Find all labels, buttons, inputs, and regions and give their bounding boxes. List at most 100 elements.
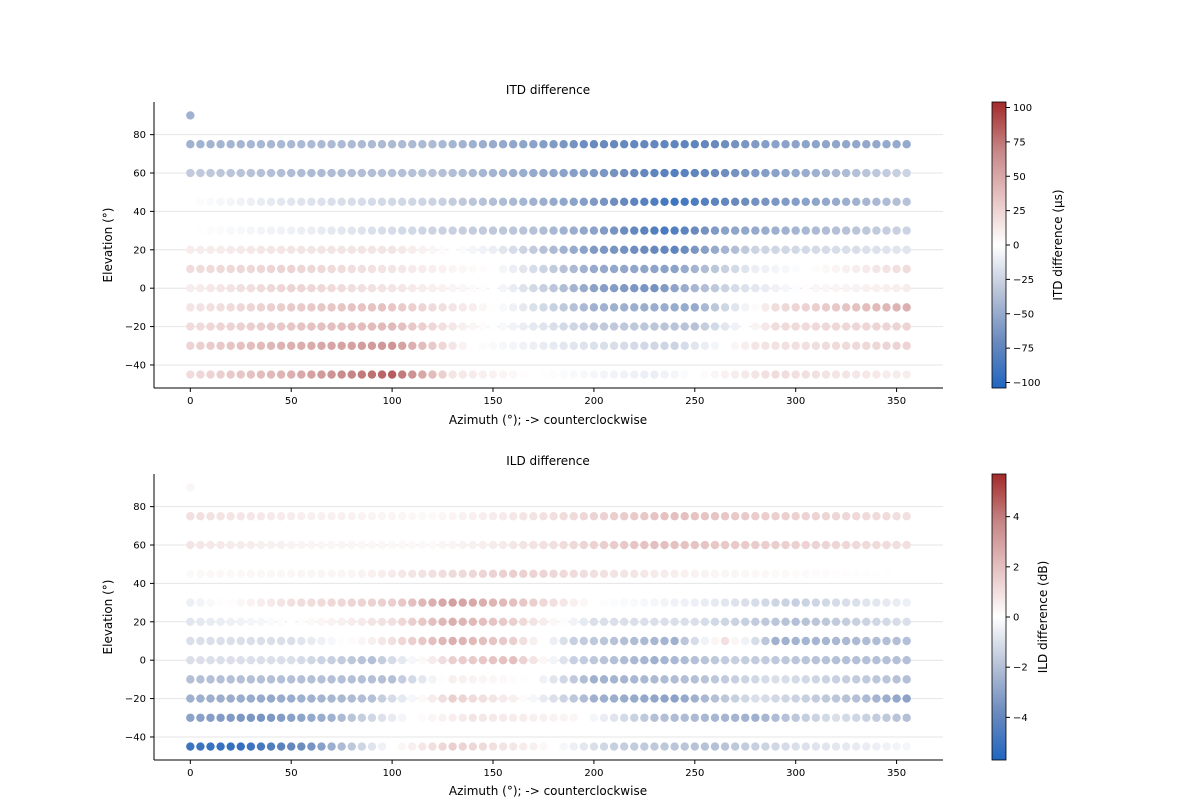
itd-data-point [337, 322, 346, 331]
ild-data-point [428, 655, 437, 665]
ild-data-point [811, 569, 821, 579]
ild-data-point [428, 694, 437, 703]
ild-data-point [680, 675, 689, 684]
ild-data-point [892, 713, 901, 722]
ild-scatter-points [186, 483, 911, 751]
itd-data-point [428, 264, 437, 274]
itd-data-point [801, 303, 810, 312]
ild-data-point [377, 675, 387, 684]
itd-data-point [559, 168, 568, 178]
ild-data-point [317, 713, 326, 722]
itd-data-point [791, 370, 800, 379]
itd-data-point [458, 168, 467, 178]
ild-data-point [771, 617, 780, 626]
itd-data-point [781, 303, 790, 312]
ild-data-point [337, 675, 346, 684]
itd-data-point [398, 245, 407, 254]
ild-data-point [317, 655, 326, 665]
ild-data-point [640, 636, 649, 646]
ild-data-point [549, 675, 558, 684]
itd-data-point [206, 140, 215, 149]
ild-data-point [529, 675, 538, 684]
itd-data-point [256, 370, 266, 379]
itd-data-point [539, 341, 548, 350]
ild-data-point [317, 540, 326, 550]
itd-data-point [882, 226, 891, 235]
ild-data-point [761, 540, 770, 550]
ild-data-point [751, 742, 760, 751]
ild-data-point [619, 675, 629, 684]
itd-data-point [902, 140, 911, 149]
itd-x-tick-label: 100 [383, 396, 402, 407]
itd-data-point [630, 226, 639, 235]
ild-data-point [761, 512, 770, 521]
ild-data-point [730, 694, 740, 703]
ild-data-point [266, 742, 276, 751]
itd-data-point [337, 197, 346, 207]
ild-data-point [801, 713, 810, 722]
itd-data-point [882, 370, 891, 379]
itd-data-point [549, 370, 558, 379]
itd-data-point [458, 226, 467, 235]
ild-data-point [478, 569, 488, 579]
itd-colorbar-label: ITD difference (µs) [1051, 189, 1065, 300]
ild-data-point [741, 598, 750, 607]
itd-data-point [579, 341, 589, 350]
itd-data-point [347, 168, 356, 178]
itd-data-point [428, 226, 437, 235]
itd-data-point [609, 322, 619, 331]
ild-data-point [508, 512, 518, 521]
ild-x-tick-label: 250 [685, 768, 704, 779]
itd-data-point [347, 341, 356, 350]
ild-data-point [720, 655, 730, 665]
itd-data-point [609, 245, 619, 254]
ild-data-point [357, 713, 367, 722]
ild-data-point [771, 694, 780, 703]
itd-data-point [297, 370, 306, 379]
itd-data-point [872, 264, 881, 274]
ild-data-point [186, 675, 195, 684]
ild-data-point [892, 598, 901, 607]
itd-data-point [680, 283, 689, 293]
ild-data-point [216, 617, 225, 626]
itd-data-point [488, 197, 498, 207]
ild-data-point [236, 512, 245, 521]
ild-data-point [287, 569, 296, 579]
itd-data-point [852, 197, 861, 207]
ild-data-point [438, 617, 447, 626]
itd-data-point [801, 370, 810, 379]
ild-data-point [801, 636, 810, 646]
itd-data-point [841, 140, 851, 149]
ild-data-point [519, 694, 528, 703]
itd-data-point [367, 140, 377, 149]
ild-data-point [690, 636, 699, 646]
itd-data-point [297, 197, 306, 207]
itd-data-point [186, 168, 195, 178]
ild-data-point [549, 598, 558, 607]
ild-data-point [650, 713, 659, 722]
itd-data-point [882, 140, 891, 149]
ild-data-point [327, 598, 336, 607]
itd-title: ITD difference [506, 83, 590, 97]
ild-data-point [297, 742, 306, 751]
itd-data-point [488, 140, 498, 149]
itd-data-point [498, 168, 508, 178]
ild-data-point [508, 636, 518, 646]
ild-data-point [519, 569, 528, 579]
ild-data-point [226, 512, 235, 521]
ild-data-point [771, 742, 780, 751]
ild-data-point [831, 512, 841, 521]
itd-data-point [297, 264, 306, 274]
itd-data-point [619, 226, 629, 235]
ild-data-point [186, 483, 195, 492]
itd-data-point [589, 226, 599, 235]
itd-data-point [811, 140, 821, 149]
itd-data-point [236, 226, 245, 235]
ild-data-point [478, 655, 488, 665]
itd-data-point [468, 322, 478, 331]
itd-data-point [862, 226, 871, 235]
ild-data-point [569, 617, 578, 626]
ild-data-point [367, 569, 377, 579]
ild-data-point [297, 655, 306, 665]
ild-data-point [468, 598, 478, 607]
